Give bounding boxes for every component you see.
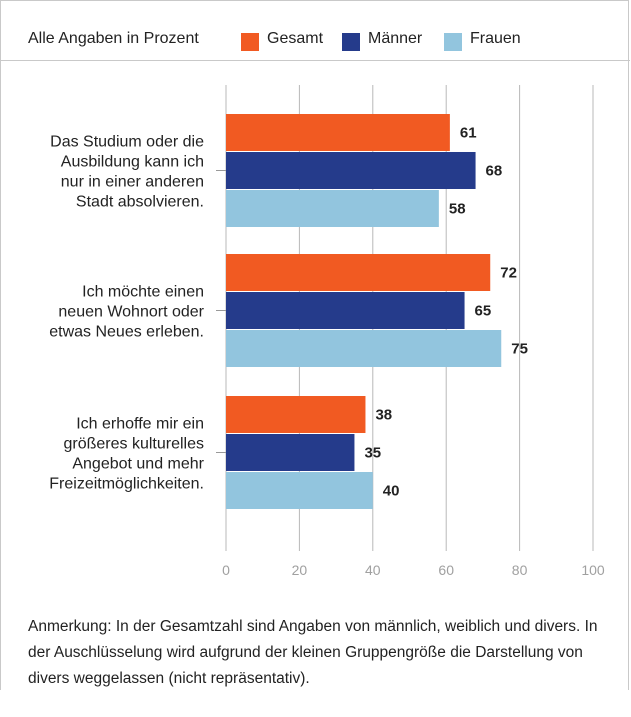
value-label-2-männer: 65 <box>475 303 492 320</box>
bar-3-männer <box>226 434 355 471</box>
category-label-1-line-3: nur in einer anderen <box>61 174 204 191</box>
footnote: Anmerkung: In der Gesamtzahl sind Angabe… <box>28 618 598 687</box>
bar-3-frauen <box>226 472 373 509</box>
value-label-2-frauen: 75 <box>511 341 528 358</box>
value-label-3-männer: 35 <box>364 445 381 462</box>
bar-1-männer <box>226 152 476 189</box>
bar-2-männer <box>226 292 465 329</box>
x-tick-label-60: 60 <box>438 562 454 578</box>
chart-header: Alle Angaben in Prozent Gesamt Männer Fr… <box>1 1 630 61</box>
category-label-3-line-4: Freizeitmöglichkeiten. <box>49 476 204 493</box>
bar-1-frauen <box>226 190 439 227</box>
value-label-1-gesamt: 61 <box>460 125 477 142</box>
x-tick-label-0: 0 <box>222 562 230 578</box>
bar-chart: 0 20 40 60 80 100 61 68 58 Das Studium oder die Au… <box>49 85 605 578</box>
legend-label-frauen: Frauen <box>470 30 521 47</box>
legend-label-gesamt: Gesamt <box>267 30 324 47</box>
category-label-1-line-4: Stadt absolvieren. <box>76 194 204 211</box>
category-label-1-line-2: Ausbildung kann ich <box>61 154 204 171</box>
category-label-3-line-2: größeres kulturelles <box>64 436 205 453</box>
value-label-3-gesamt: 38 <box>375 407 392 424</box>
bar-1-gesamt <box>226 114 450 151</box>
value-label-2-gesamt: 72 <box>500 265 517 282</box>
category-label-3-line-1: Ich erhoffe mir ein <box>76 416 204 433</box>
category-label-1-line-1: Das Studium oder die <box>50 134 204 151</box>
x-tick-label-100: 100 <box>581 562 605 578</box>
category-label-2-line-1: Ich möchte einen <box>82 284 204 301</box>
legend-swatch-maenner <box>342 33 360 51</box>
x-tick-label-40: 40 <box>365 562 381 578</box>
legend-swatch-frauen <box>444 33 462 51</box>
legend-swatch-gesamt <box>241 33 259 51</box>
value-label-1-frauen: 58 <box>449 201 466 218</box>
chart-frame: Alle Angaben in Prozent Gesamt Männer Fr… <box>0 0 630 690</box>
bar-3-gesamt <box>226 396 366 433</box>
category-label-3-line-3: Angebot und mehr <box>72 456 204 473</box>
legend-label-maenner: Männer <box>368 30 423 47</box>
bar-2-gesamt <box>226 254 491 291</box>
category-label-2-line-2: neuen Wohnort oder <box>58 304 204 321</box>
x-tick-label-80: 80 <box>512 562 528 578</box>
category-label-2-line-3: etwas Neues erleben. <box>49 324 204 341</box>
value-label-1-männer: 68 <box>486 163 503 180</box>
chart-subtitle: Alle Angaben in Prozent <box>28 30 199 47</box>
bar-2-frauen <box>226 330 502 367</box>
x-tick-label-20: 20 <box>292 562 308 578</box>
value-label-3-frauen: 40 <box>383 483 400 500</box>
